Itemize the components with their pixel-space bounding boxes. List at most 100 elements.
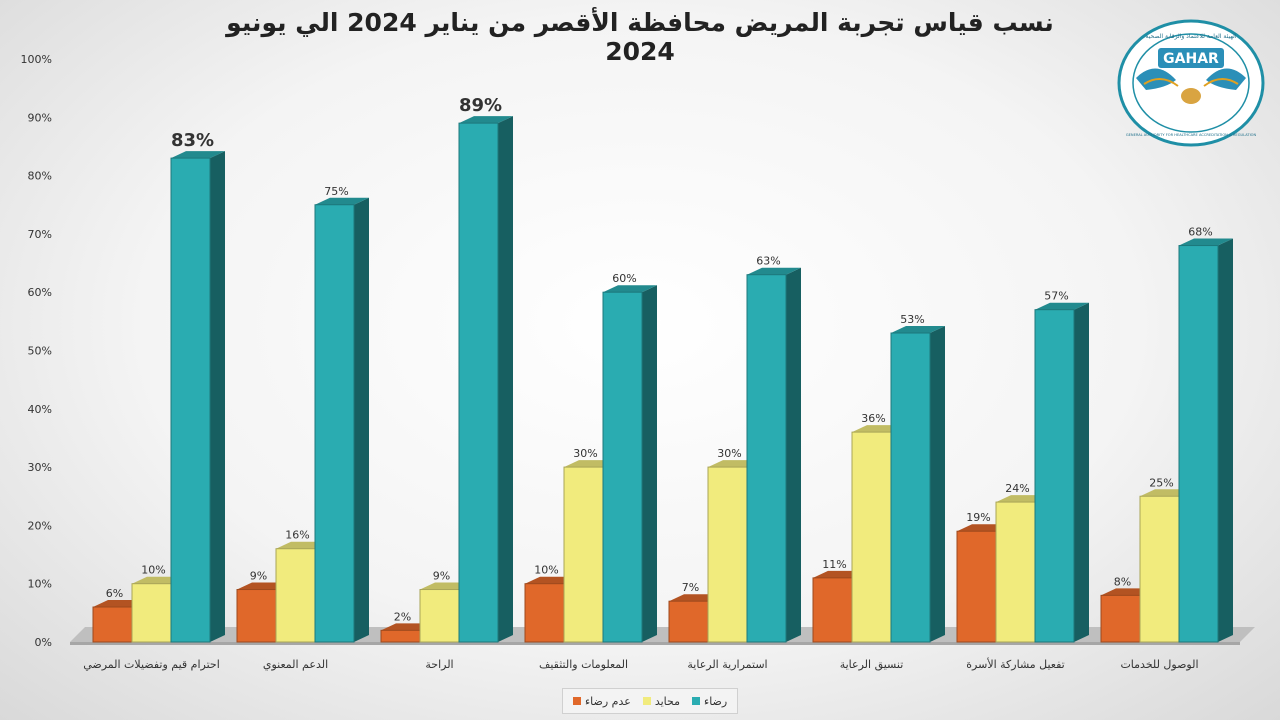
- bar-front: [1100, 594, 1141, 643]
- legend-item: رضاء: [692, 695, 727, 708]
- legend-swatch: [692, 697, 701, 705]
- legend-swatch: [642, 697, 651, 705]
- chart-legend: عدم رضاء محايد رضاء: [562, 688, 739, 714]
- y-tick-label: 40%: [28, 403, 52, 416]
- bar-front: [1178, 245, 1219, 643]
- bar-front: [1034, 309, 1075, 643]
- data-labels: 6% 10% 83% 9% 16% 75% 2% 9% 89% 10% 30% 60% 7% 30% 63%…: [106, 95, 1213, 623]
- data-label: 25%: [1149, 476, 1173, 489]
- logo-english-text: GENERAL AUTHORITY FOR HEALTHCARE ACCREDI…: [1126, 133, 1257, 137]
- bar-front: [236, 589, 277, 643]
- legend-label: محايد: [654, 694, 681, 708]
- category-label: احترام قيم وتفضيلات المرضي: [83, 658, 220, 671]
- bar: [458, 116, 513, 643]
- gahar-logo: GAHAR الهيئة العامة للاعتماد والرقابة ال…: [1117, 19, 1265, 147]
- legend-swatch: [573, 697, 581, 705]
- bar-front: [812, 577, 853, 643]
- bar-top: [603, 285, 657, 293]
- bar-top: [1179, 238, 1233, 246]
- y-tick-label: 80%: [28, 170, 52, 183]
- bar-top: [891, 326, 945, 334]
- y-axis: 0% 10% 20% 30% 40% 50% 60% 70% 80% 90% 100%: [21, 53, 52, 649]
- data-label: 9%: [433, 570, 450, 583]
- data-label: 53%: [900, 313, 924, 326]
- legend-label: عدم رضاء: [585, 694, 631, 708]
- category-label: استمرارية الرعاية: [687, 658, 767, 671]
- bar-front: [563, 466, 604, 643]
- bar-top: [1035, 302, 1089, 310]
- y-tick-label: 20%: [28, 519, 52, 532]
- bar: [170, 151, 225, 643]
- data-label: 89%: [459, 95, 502, 116]
- legend-item: محايد: [642, 694, 681, 708]
- category-label: الدعم المعنوي: [263, 658, 328, 671]
- chart-floor-edge: [70, 642, 1240, 645]
- bars: [92, 116, 1233, 643]
- category-label: تنسيق الرعاية: [840, 658, 904, 672]
- y-tick-label: 70%: [28, 228, 52, 241]
- data-label: 10%: [534, 564, 558, 577]
- category-label: تفعيل مشاركة الأسرة: [966, 657, 1064, 671]
- bar: [314, 197, 369, 643]
- bar-top: [747, 267, 801, 275]
- bar-front: [524, 583, 565, 643]
- bar-front: [1139, 495, 1180, 643]
- category-label: الراحة: [425, 658, 453, 671]
- bar-top: [171, 151, 225, 159]
- bar-front: [170, 157, 211, 643]
- data-label: 19%: [966, 511, 990, 524]
- category-label: الوصول للخدمات: [1120, 658, 1198, 671]
- bar-side: [930, 326, 945, 642]
- data-label: 57%: [1044, 290, 1068, 303]
- bar-front: [419, 589, 460, 643]
- data-label: 68%: [1188, 226, 1212, 239]
- bar-front: [275, 548, 316, 643]
- data-label: 30%: [717, 447, 741, 460]
- data-label: 36%: [861, 412, 885, 425]
- data-label: 9%: [250, 570, 267, 583]
- logo-text: GAHAR: [1163, 51, 1219, 67]
- bar-front: [707, 466, 748, 643]
- data-label: 11%: [822, 558, 846, 571]
- bar-side: [354, 197, 369, 642]
- data-label: 60%: [612, 272, 636, 285]
- y-tick-label: 50%: [28, 345, 52, 358]
- bar: [890, 326, 945, 643]
- bar-top: [459, 116, 513, 124]
- bar: [1034, 302, 1089, 643]
- legend-item: عدم رضاء: [573, 695, 631, 708]
- bar-front: [380, 629, 421, 643]
- bar-top: [315, 197, 369, 205]
- bar-front: [458, 122, 499, 643]
- bar-side: [210, 151, 225, 643]
- bar-front: [995, 501, 1036, 643]
- bar-front: [314, 204, 355, 643]
- bar-side: [786, 267, 801, 642]
- y-tick-label: 100%: [21, 53, 52, 66]
- y-tick-label: 0%: [35, 636, 52, 649]
- data-label: 24%: [1005, 482, 1029, 495]
- data-label: 10%: [141, 564, 165, 577]
- logo-arabic-text: الهيئة العامة للاعتماد والرقابة الصحية: [1145, 33, 1236, 40]
- y-tick-label: 10%: [28, 578, 52, 591]
- data-label: 83%: [171, 130, 214, 151]
- bar: [1178, 238, 1233, 643]
- bar-front: [668, 600, 709, 643]
- data-label: 75%: [324, 185, 348, 198]
- legend-label: رضاء: [704, 694, 728, 708]
- bar: [746, 267, 801, 643]
- y-tick-label: 60%: [28, 286, 52, 299]
- y-tick-label: 30%: [28, 461, 52, 474]
- bar-side: [498, 116, 513, 642]
- x-axis: احترام قيم وتفضيلات المرضي الدعم المعنوي ا…: [83, 657, 1198, 672]
- bar: [602, 285, 657, 643]
- bar-front: [956, 530, 997, 643]
- bar-side: [642, 285, 657, 642]
- bar-front: [890, 332, 931, 643]
- data-label: 63%: [756, 255, 780, 268]
- data-label: 16%: [285, 529, 309, 542]
- bar-front: [92, 606, 133, 643]
- bar-front: [746, 274, 787, 643]
